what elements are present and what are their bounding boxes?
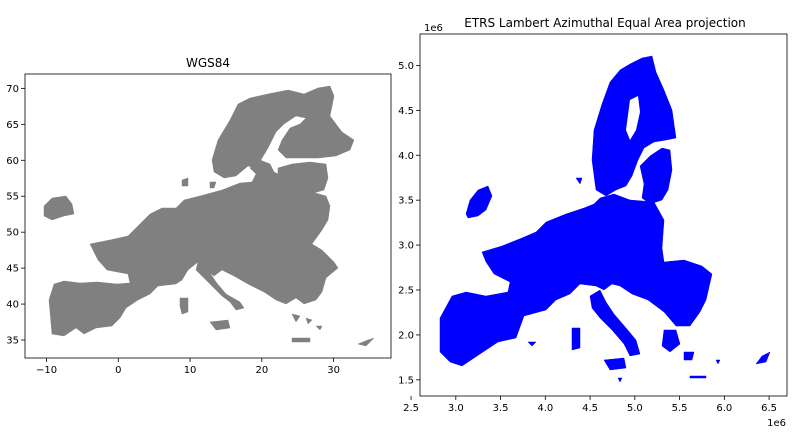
laea-y-tick-label: 2.5 bbox=[398, 286, 414, 297]
laea-finland-baltics bbox=[639, 147, 673, 205]
wgs84-x-ticks: −10 0 10 20 30 bbox=[36, 358, 340, 376]
laea-y-tick-label: 2.0 bbox=[398, 330, 414, 341]
laea-sardinia bbox=[571, 327, 581, 351]
laea-y-tick-label: 5.0 bbox=[398, 61, 414, 72]
laea-y-tick-label: 1.5 bbox=[398, 375, 414, 386]
laea-small-islands bbox=[527, 177, 721, 383]
wgs84-x-tick-label: −10 bbox=[36, 365, 57, 376]
wgs84-x-tick-label: 0 bbox=[115, 365, 121, 376]
wgs84-cyprus bbox=[357, 337, 375, 347]
laea-y-tick-label: 4.0 bbox=[398, 151, 414, 162]
wgs84-scandinavia bbox=[211, 85, 355, 179]
wgs84-y-tick-label: 45 bbox=[6, 264, 19, 275]
wgs84-greek-islands bbox=[291, 313, 323, 331]
laea-x-tick-label: 3.0 bbox=[448, 403, 464, 414]
laea-x-tick-label: 4.0 bbox=[537, 403, 553, 414]
laea-y-offset: 1e6 bbox=[424, 23, 443, 34]
wgs84-italy bbox=[195, 261, 245, 311]
laea-ireland bbox=[465, 185, 493, 219]
wgs84-y-tick-label: 55 bbox=[6, 192, 19, 203]
wgs84-crete bbox=[291, 337, 311, 343]
wgs84-ireland bbox=[43, 195, 75, 221]
laea-x-tick-label: 5.5 bbox=[672, 403, 688, 414]
wgs84-axes-frame bbox=[24, 73, 392, 359]
wgs84-y-tick-label: 60 bbox=[6, 156, 19, 167]
laea-x-tick-label: 6.5 bbox=[761, 403, 777, 414]
wgs84-gotland bbox=[181, 177, 217, 189]
wgs84-y-tick-label: 65 bbox=[6, 120, 19, 131]
laea-cyprus bbox=[755, 351, 771, 365]
laea-x-tick-label: 5.0 bbox=[627, 403, 643, 414]
laea-europe-mainland bbox=[439, 193, 713, 367]
laea-y-ticks: 1.5 2.0 2.5 3.0 3.5 4.0 4.5 5.0 bbox=[398, 61, 420, 386]
laea-x-tick-label: 6.0 bbox=[716, 403, 732, 414]
wgs84-x-tick-label: 10 bbox=[184, 365, 197, 376]
laea-y-tick-label: 4.5 bbox=[398, 106, 414, 117]
wgs84-sardinia bbox=[179, 297, 189, 315]
laea-y-tick-label: 3.0 bbox=[398, 241, 414, 252]
laea-subplot: ETRS Lambert Azimuthal Equal Area projec… bbox=[398, 16, 788, 429]
wgs84-x-tick-label: 30 bbox=[327, 365, 340, 376]
wgs84-y-tick-label: 35 bbox=[6, 336, 19, 347]
laea-axes-frame bbox=[419, 33, 788, 397]
laea-x-offset: 1e6 bbox=[767, 418, 786, 429]
laea-gulf-of-bothnia-hole bbox=[626, 96, 640, 140]
wgs84-y-tick-label: 40 bbox=[6, 300, 19, 311]
wgs84-europe-mainland bbox=[48, 159, 339, 337]
laea-x-tick-label: 4.5 bbox=[582, 403, 598, 414]
wgs84-title: WGS84 bbox=[186, 56, 230, 70]
wgs84-finland-baltics bbox=[277, 161, 329, 195]
wgs84-y-tick-label: 70 bbox=[6, 84, 19, 95]
wgs84-subplot: WGS84 −10 0 10 20 30 35 40 45 50 55 60 65 70 bbox=[6, 56, 392, 376]
laea-greece-islands bbox=[661, 329, 707, 379]
laea-y-tick-label: 3.5 bbox=[398, 196, 414, 207]
wgs84-y-tick-label: 50 bbox=[6, 228, 19, 239]
laea-italy bbox=[589, 289, 641, 357]
laea-x-tick-label: 2.5 bbox=[403, 403, 419, 414]
laea-title: ETRS Lambert Azimuthal Equal Area projec… bbox=[464, 16, 745, 30]
laea-sicily bbox=[603, 357, 627, 371]
laea-x-ticks: 2.5 3.0 3.5 4.0 4.5 5.0 5.5 6.0 6.5 bbox=[403, 396, 777, 414]
wgs84-sicily bbox=[209, 319, 231, 331]
wgs84-y-ticks: 35 40 45 50 55 60 65 70 bbox=[6, 84, 25, 347]
wgs84-x-tick-label: 20 bbox=[255, 365, 268, 376]
laea-x-tick-label: 3.5 bbox=[493, 403, 509, 414]
laea-map bbox=[439, 55, 771, 383]
wgs84-map bbox=[43, 85, 375, 347]
